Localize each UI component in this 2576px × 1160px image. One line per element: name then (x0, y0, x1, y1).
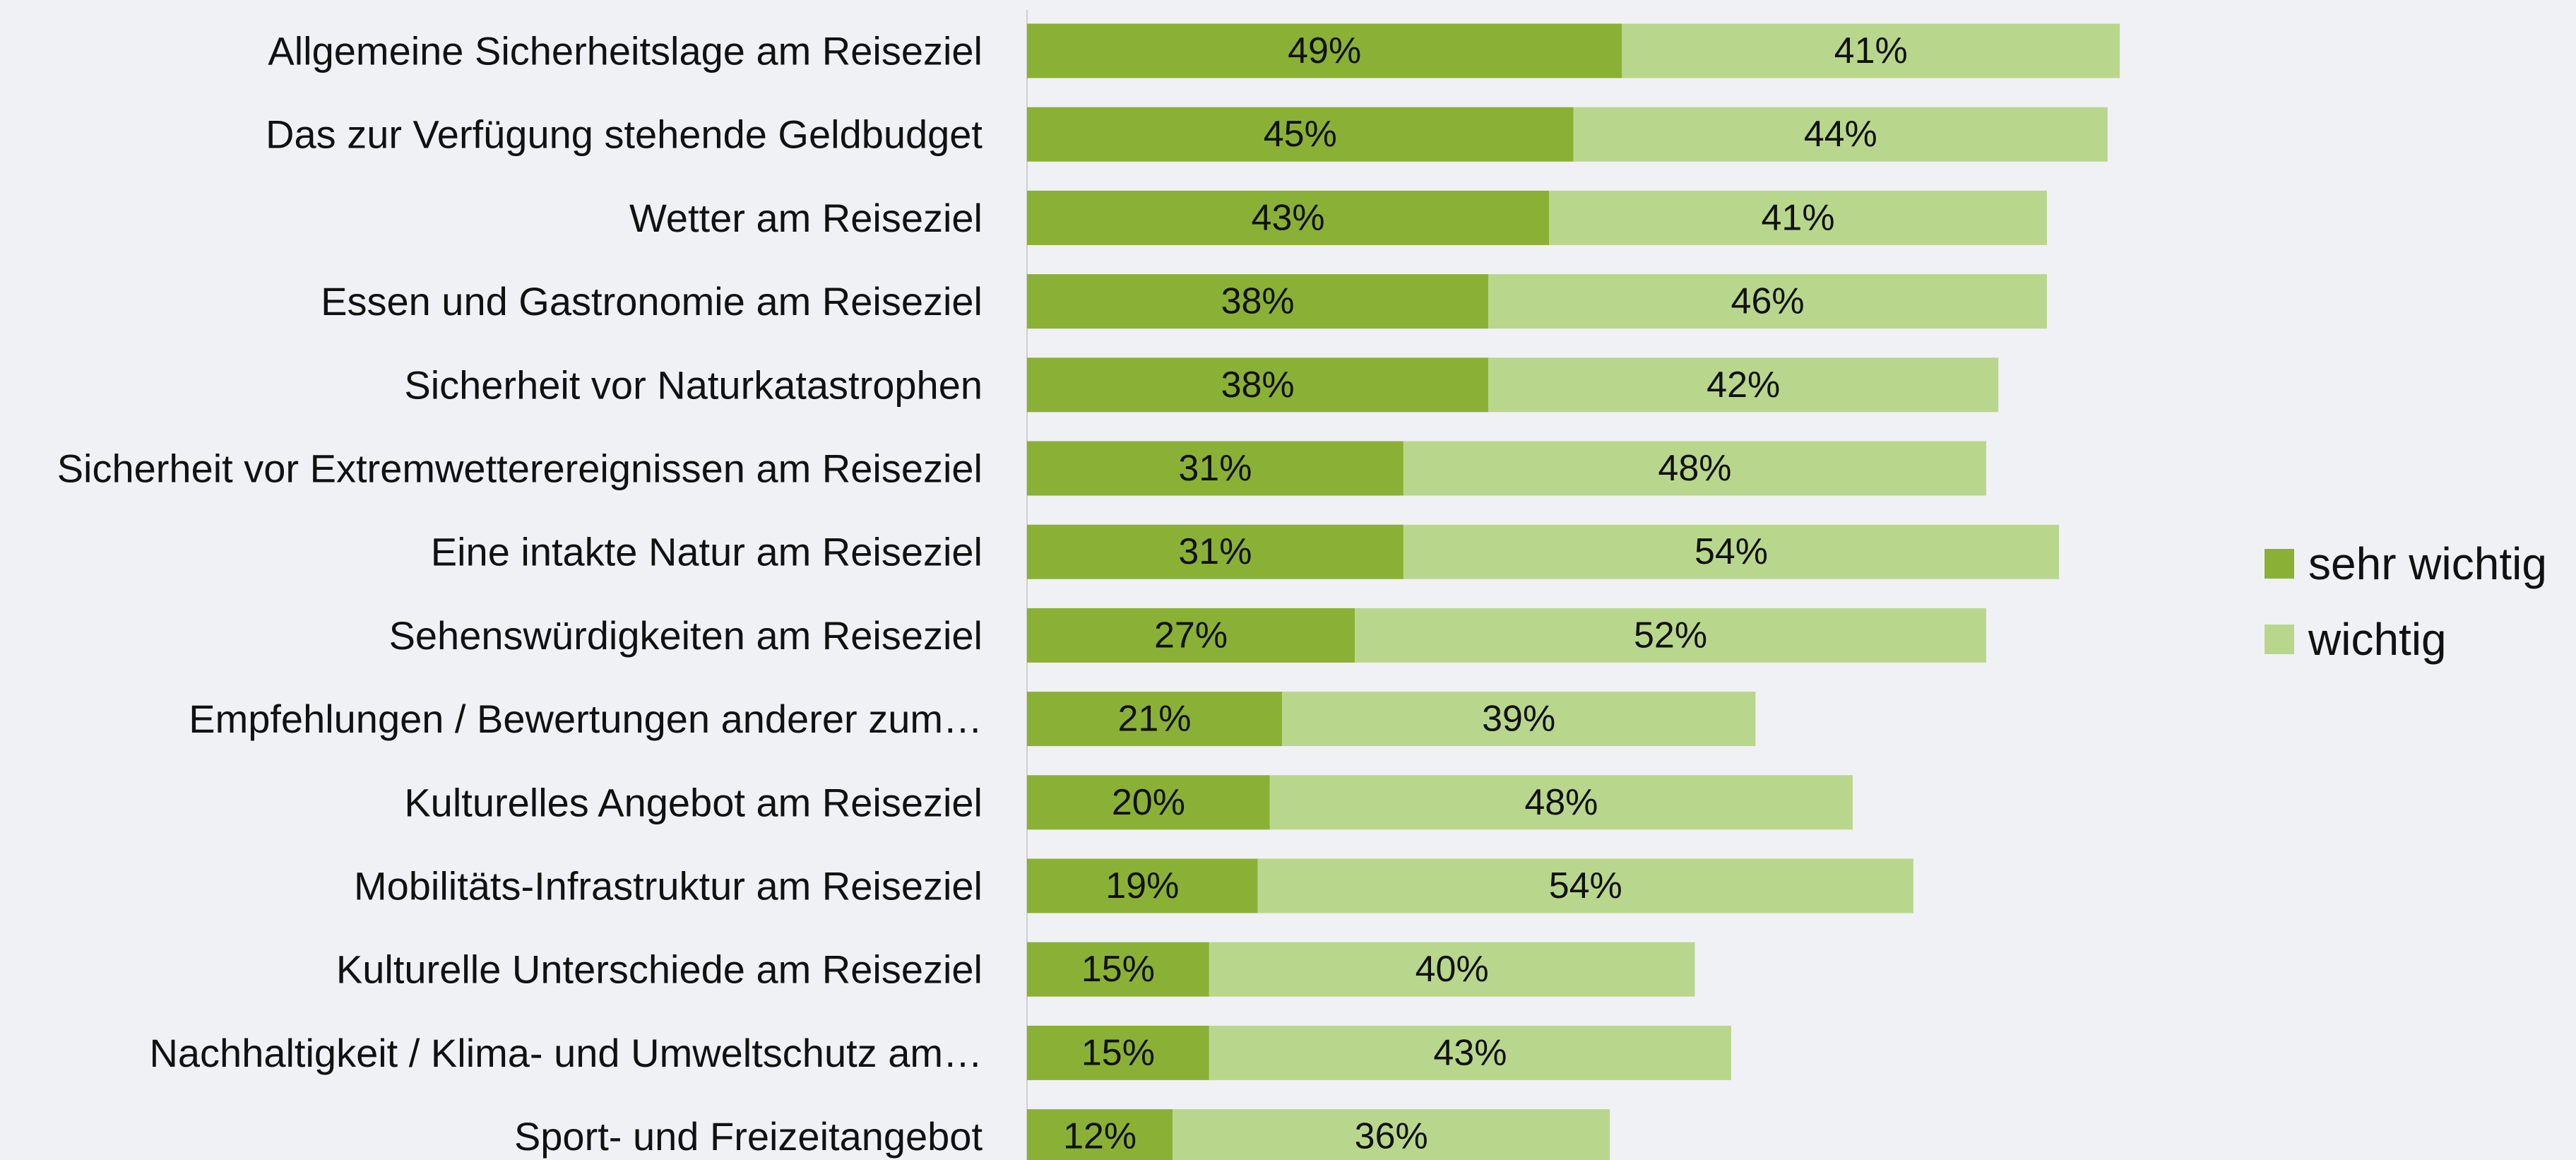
bar-segment (1027, 190, 1550, 245)
data-label: 41% (1762, 197, 1835, 238)
bar-segment (1549, 190, 2047, 245)
bar-segment (1281, 692, 1756, 747)
data-label: 40% (1415, 949, 1489, 990)
bar-segment (1027, 357, 1489, 413)
data-label: 15% (1081, 1032, 1155, 1073)
bar-segment (1027, 775, 1270, 830)
bar-segment (1027, 692, 1282, 747)
bar-segment (1027, 274, 1489, 329)
data-label: 19% (1105, 865, 1179, 906)
bar-segment (1027, 608, 1355, 663)
bar-segment (1173, 1109, 1610, 1160)
data-label: 39% (1482, 699, 1555, 740)
bar-segment (1027, 107, 1574, 162)
data-label: 46% (1731, 281, 1805, 322)
data-label: 38% (1221, 365, 1295, 406)
bar-segment (1027, 441, 1403, 496)
bar-segment (1269, 775, 1853, 830)
data-label: 48% (1658, 448, 1731, 489)
bar-segment (1027, 942, 1209, 997)
data-label: 12% (1063, 1116, 1136, 1157)
data-label: 41% (1834, 30, 1908, 71)
legend-swatch (2265, 549, 2294, 579)
data-label: 21% (1117, 699, 1191, 740)
category-label: Mobilitäts-Infrastruktur am Reiseziel (354, 864, 983, 909)
category-label: Nachhaltigkeit / Klima- und Umweltschutz… (149, 1031, 983, 1075)
data-label: 43% (1433, 1032, 1507, 1073)
data-label: 31% (1178, 531, 1252, 572)
category-label: Sicherheit vor Extremwetterereignissen a… (57, 446, 983, 491)
category-label: Das zur Verfügung stehende Geldbudget (266, 112, 983, 157)
category-label: Kulturelles Angebot am Reiseziel (404, 780, 983, 824)
data-label: 27% (1154, 615, 1228, 656)
bar-segment (1209, 1025, 1732, 1080)
category-label: Sehenswürdigkeiten am Reiseziel (389, 613, 983, 658)
category-label: Allgemeine Sicherheitslage am Reiseziel (268, 29, 983, 73)
legend-label: wichtig (2308, 614, 2447, 665)
legend-label: sehr wichtig (2308, 538, 2547, 589)
data-label: 49% (1288, 30, 1361, 71)
bar-segment (1403, 441, 1987, 496)
data-label: 54% (1694, 531, 1768, 572)
category-label: Empfehlungen / Bewertungen anderer zum… (189, 697, 983, 741)
data-label: 38% (1221, 281, 1295, 322)
legend-swatch (2265, 625, 2294, 654)
bar-segment (1622, 23, 2120, 78)
bar-segment (1573, 107, 2108, 162)
data-label: 31% (1178, 448, 1252, 489)
bar-segment (1403, 524, 2060, 579)
bar-segment (1257, 858, 1913, 913)
data-label: 48% (1524, 782, 1598, 823)
data-label: 52% (1634, 615, 1707, 656)
bar-segment (1488, 274, 2047, 329)
category-label: Essen und Gastronomie am Reiseziel (321, 279, 983, 324)
bar-segment (1027, 1109, 1173, 1160)
category-label: Sicherheit vor Naturkatastrophen (404, 362, 983, 407)
bar-segment (1027, 23, 1622, 78)
bar-segment (1027, 858, 1258, 913)
bar-segment (1027, 524, 1403, 579)
data-label: 15% (1081, 949, 1155, 990)
category-label: Eine intakte Natur am Reiseziel (431, 530, 983, 574)
data-label: 42% (1707, 365, 1780, 406)
bar-segment (1209, 942, 1695, 997)
data-label: 44% (1804, 114, 1877, 155)
bar-segment (1027, 1025, 1209, 1080)
category-label: Kulturelle Unterschiede am Reiseziel (336, 947, 983, 992)
bar-segment (1355, 608, 1987, 663)
data-label: 45% (1264, 114, 1337, 155)
data-label: 54% (1549, 865, 1622, 906)
category-label: Sport- und Freizeitangebot (514, 1114, 983, 1159)
data-label: 20% (1112, 782, 1185, 823)
data-label: 36% (1355, 1116, 1428, 1157)
bar-segment (1488, 357, 1999, 413)
category-label: Wetter am Reiseziel (629, 196, 983, 240)
data-label: 43% (1252, 197, 1325, 238)
